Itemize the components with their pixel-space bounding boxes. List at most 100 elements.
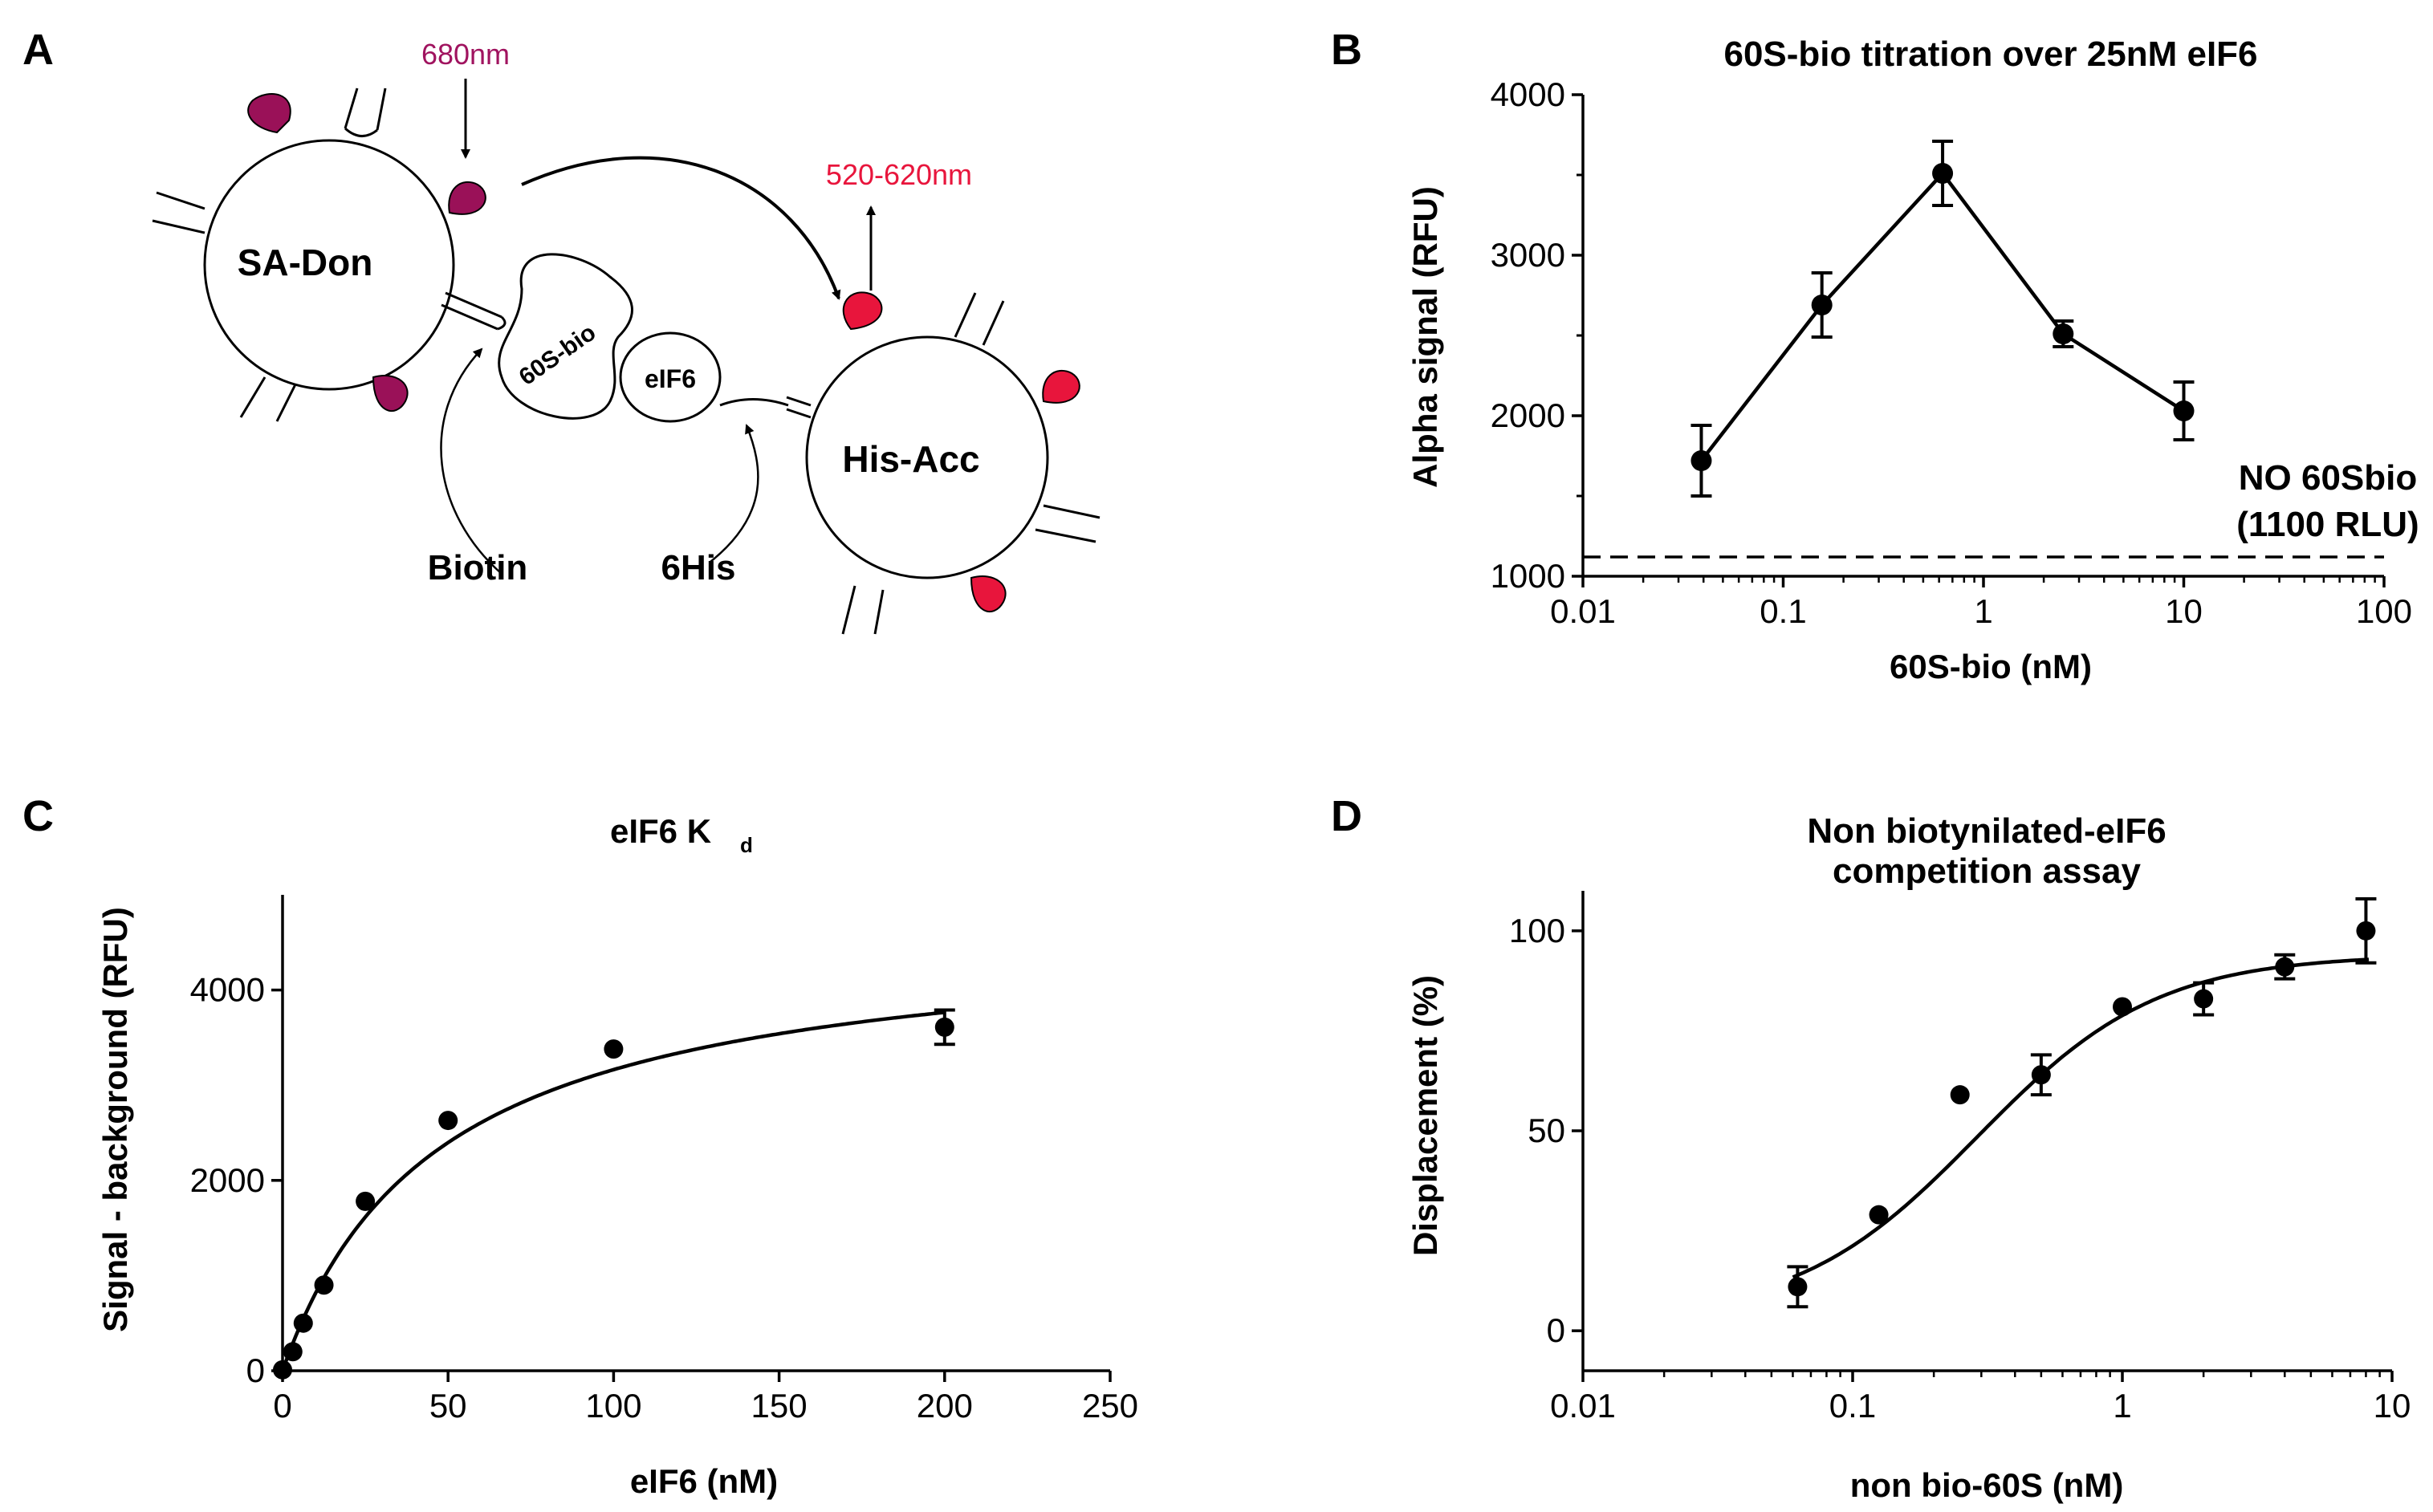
data-point [293, 1313, 313, 1333]
y-tick-label: 3000 [1491, 236, 1565, 274]
biotin-label: Biotin [428, 548, 528, 587]
panel-a-schematic: A 680nm 520-620nm SA-Don 60S-bio [22, 26, 1101, 635]
acceptor-antibody-icon [954, 292, 1005, 346]
x-tick-label: 0.01 [1550, 1387, 1616, 1425]
data-point [1811, 295, 1833, 315]
x-tick-label: 0.1 [1829, 1387, 1876, 1425]
x-tick-label: 1 [1974, 592, 1992, 630]
his-label: 6His [661, 548, 736, 587]
x-tick-label: 100 [2356, 592, 2412, 630]
data-point [283, 1342, 303, 1362]
baseline-label: NO 60Sbio [2239, 458, 2418, 498]
data-point [2194, 989, 2214, 1009]
y-axis-label: Signal - background (RFU) [96, 907, 134, 1332]
x-tick-label: 10 [2374, 1387, 2411, 1425]
panel-letter-b: B [1331, 26, 1362, 74]
ribosome-shape [498, 253, 633, 420]
y-tick-label: 0 [246, 1351, 265, 1389]
x-tick-label: 100 [585, 1387, 641, 1425]
chart-title-subscript: d [740, 833, 753, 857]
x-tick-label: 150 [751, 1387, 808, 1425]
chart-title: eIF6 K [610, 812, 711, 850]
panel-c-chart: C eIF6 K d eIF6 (nM) Signal - background… [22, 792, 1138, 1500]
data-point [438, 1111, 458, 1131]
data-point [273, 1360, 292, 1380]
y-tick-label: 50 [1528, 1112, 1565, 1149]
plot-area: 0 2000 4000 0 50 100 150 200 250 [190, 895, 1138, 1425]
acceptor-antibody-icon [841, 585, 885, 635]
x-tick-label: 0.01 [1550, 592, 1616, 630]
plot-area: 1000 2000 3000 4000 0.01 0.1 1 10 100 [1491, 75, 2412, 630]
x-tick-label: 10 [2165, 592, 2203, 630]
singlet-oxygen-transfer-arrow [521, 156, 841, 300]
y-axis-label: Alpha signal (RFU) [1406, 186, 1444, 488]
acceptor-emitter-icon [842, 291, 883, 331]
fit-curve [1792, 957, 2370, 1279]
donor-antibody-icon [239, 376, 299, 422]
panel-d-chart: D Non biotynilated-eIF6 competition assa… [1331, 792, 2411, 1504]
eif6-label: eIF6 [645, 364, 696, 393]
chart-title-line1: Non biotynilated-eIF6 [1807, 811, 2166, 851]
y-tick-label: 100 [1509, 912, 1565, 949]
donor-antibody-icon [344, 87, 387, 137]
acceptor-bead-circle [805, 335, 1049, 579]
panel-letter-c: C [22, 792, 54, 840]
x-axis-label: non bio-60S (nM) [1850, 1466, 2124, 1504]
data-point [2275, 957, 2295, 977]
x-tick-label: 50 [429, 1387, 467, 1425]
data-point [2031, 1065, 2051, 1085]
excitation-label: 680nm [421, 38, 510, 71]
chart-title: 60S-bio titration over 25nM eIF6 [1723, 35, 2257, 74]
data-point [356, 1191, 376, 1211]
x-tick-label: 0 [273, 1387, 291, 1425]
panel-letter-a: A [22, 26, 54, 74]
his-pointer-arrow [710, 424, 759, 563]
data-point [2113, 997, 2132, 1017]
ribosome-60s: 60S-bio [498, 253, 633, 420]
x-tick-label: 250 [1082, 1387, 1138, 1425]
y-axis-label: Displacement (%) [1406, 975, 1444, 1256]
donor-label: SA-Don [238, 242, 373, 283]
acceptor-label: His-Acc [842, 438, 979, 480]
emission-label: 520-620nm [826, 158, 972, 191]
donor-bead-circle [203, 139, 455, 391]
data-point [1869, 1205, 1889, 1225]
panel-b-chart: B 60S-bio titration over 25nM eIF6 60S-b… [1331, 26, 2419, 685]
x-tick-label: 0.1 [1760, 592, 1806, 630]
y-tick-label: 4000 [190, 971, 265, 1009]
acceptor-antibody-icon [786, 396, 812, 419]
biotin-pointer-arrow [440, 348, 502, 575]
y-tick-label: 0 [1547, 1311, 1565, 1349]
y-tick-label: 1000 [1491, 557, 1565, 595]
data-point [2173, 400, 2195, 421]
his-tag-icon [719, 398, 789, 407]
x-tick-label: 1 [2113, 1387, 2131, 1425]
data-point [1690, 450, 1712, 471]
donor-bead: SA-Don [152, 87, 507, 422]
donor-photosensitizer-icon [448, 181, 486, 215]
acceptor-antibody-icon [1035, 504, 1101, 543]
streptavidin-icon [441, 291, 507, 331]
donor-photosensitizer-icon [247, 93, 291, 134]
data-point [1950, 1085, 1970, 1105]
eif6-protein: eIF6 [619, 331, 789, 423]
chart-title-line2: competition assay [1833, 852, 2141, 891]
baseline-value-label: (1100 RLU) [2236, 505, 2419, 544]
fit-curve [280, 1010, 946, 1372]
series-line [1699, 170, 2185, 462]
data-point [934, 1017, 954, 1037]
data-point [1788, 1277, 1808, 1297]
y-tick-label: 2000 [190, 1161, 265, 1199]
acceptor-emitter-icon [970, 575, 1007, 612]
data-point [1932, 163, 1954, 184]
panel-letter-d: D [1331, 792, 1362, 840]
acceptor-bead: His-Acc [786, 291, 1101, 635]
donor-antibody-icon [152, 191, 205, 234]
acceptor-emitter-icon [1042, 369, 1080, 404]
data-point [2053, 323, 2074, 344]
x-axis-label: eIF6 (nM) [630, 1462, 778, 1500]
y-tick-label: 2000 [1491, 396, 1565, 434]
data-point [2356, 921, 2376, 941]
x-tick-label: 200 [917, 1387, 973, 1425]
